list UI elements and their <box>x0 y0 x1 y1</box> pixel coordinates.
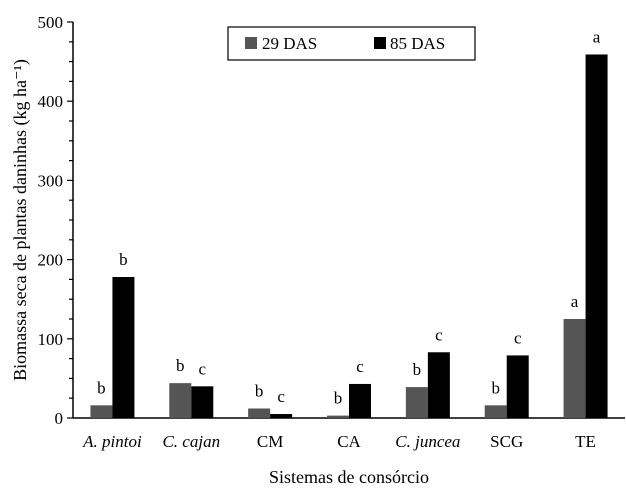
bar-29-das-scg <box>484 405 507 418</box>
x-tick-label-c-juncea: C. juncea <box>395 432 460 451</box>
bar-29-das-cm <box>248 408 271 418</box>
bar-85-das-scg <box>506 355 529 418</box>
sig-label-29-das-c-juncea: b <box>413 360 422 379</box>
x-axis-title: Sistemas de consórcio <box>269 467 429 487</box>
plot-area: 0 100 200 300 400 500 A. pintoi C. cajan CM CA C.… <box>38 13 625 451</box>
x-tick-label-c-cajan: C. cajan <box>162 432 220 451</box>
sig-label-29-das-ca: b <box>334 389 343 408</box>
sig-label-85-das-c-juncea: c <box>435 325 443 344</box>
bar-85-das-c-juncea <box>427 352 450 418</box>
y-tick-label-500: 500 <box>38 13 64 32</box>
x-tick-label-scg: SCG <box>490 432 523 451</box>
x-tick-label-cm: CM <box>257 432 283 451</box>
x-tick-label-te: TE <box>575 432 596 451</box>
bar-29-das-te <box>563 319 586 418</box>
bar-85-das-c-cajan <box>191 386 214 418</box>
y-tick-label-300: 300 <box>38 171 64 190</box>
sig-label-29-das-scg: b <box>491 378 500 397</box>
y-axis-ticks: 0 100 200 300 400 500 <box>38 13 73 428</box>
legend-swatch-29-das <box>245 37 257 49</box>
legend-label-29-das: 29 DAS <box>262 34 317 53</box>
sig-label-29-das-cm: b <box>255 381 264 400</box>
bars <box>90 54 608 419</box>
y-tick-label-400: 400 <box>38 92 64 111</box>
sig-label-29-das-c-cajan: b <box>176 356 185 375</box>
sig-label-85-das-a-pintoi: b <box>119 250 128 269</box>
x-tick-label-a-pintoi: A. pintoi <box>82 432 142 451</box>
y-axis-title: Biomassa seca de plantas daninhas (kg ha… <box>10 59 31 381</box>
legend-swatch-85-das <box>374 37 386 49</box>
sig-label-29-das-te: a <box>571 292 579 311</box>
x-tick-label-ca: CA <box>337 432 361 451</box>
bar-29-das-c-cajan <box>169 383 192 418</box>
y-tick-label-100: 100 <box>38 330 64 349</box>
bar-29-das-a-pintoi <box>90 405 113 418</box>
bar-29-das-c-juncea <box>405 387 428 418</box>
sig-label-29-das-a-pintoi: b <box>97 378 106 397</box>
bar-85-das-a-pintoi <box>112 277 135 418</box>
sig-label-85-das-scg: c <box>514 328 522 347</box>
bar-29-das-ca <box>327 415 349 418</box>
y-tick-label-0: 0 <box>55 409 64 428</box>
sig-label-85-das-c-cajan: c <box>199 359 207 378</box>
bar-85-das-ca <box>349 383 371 418</box>
bar-85-das-cm <box>270 414 293 418</box>
y-tick-label-200: 200 <box>38 251 64 270</box>
legend-box <box>227 26 476 61</box>
sig-label-85-das-te: a <box>593 27 601 46</box>
x-axis-ticks: A. pintoi C. cajan CM CA C. juncea SCG TE <box>82 432 596 451</box>
sig-label-85-das-ca: c <box>356 357 364 376</box>
legend-label-85-das: 85 DAS <box>390 34 445 53</box>
bar-85-das-te <box>585 54 608 419</box>
legend: 29 DAS 85 DAS <box>227 26 476 61</box>
sig-label-85-das-cm: c <box>277 387 285 406</box>
